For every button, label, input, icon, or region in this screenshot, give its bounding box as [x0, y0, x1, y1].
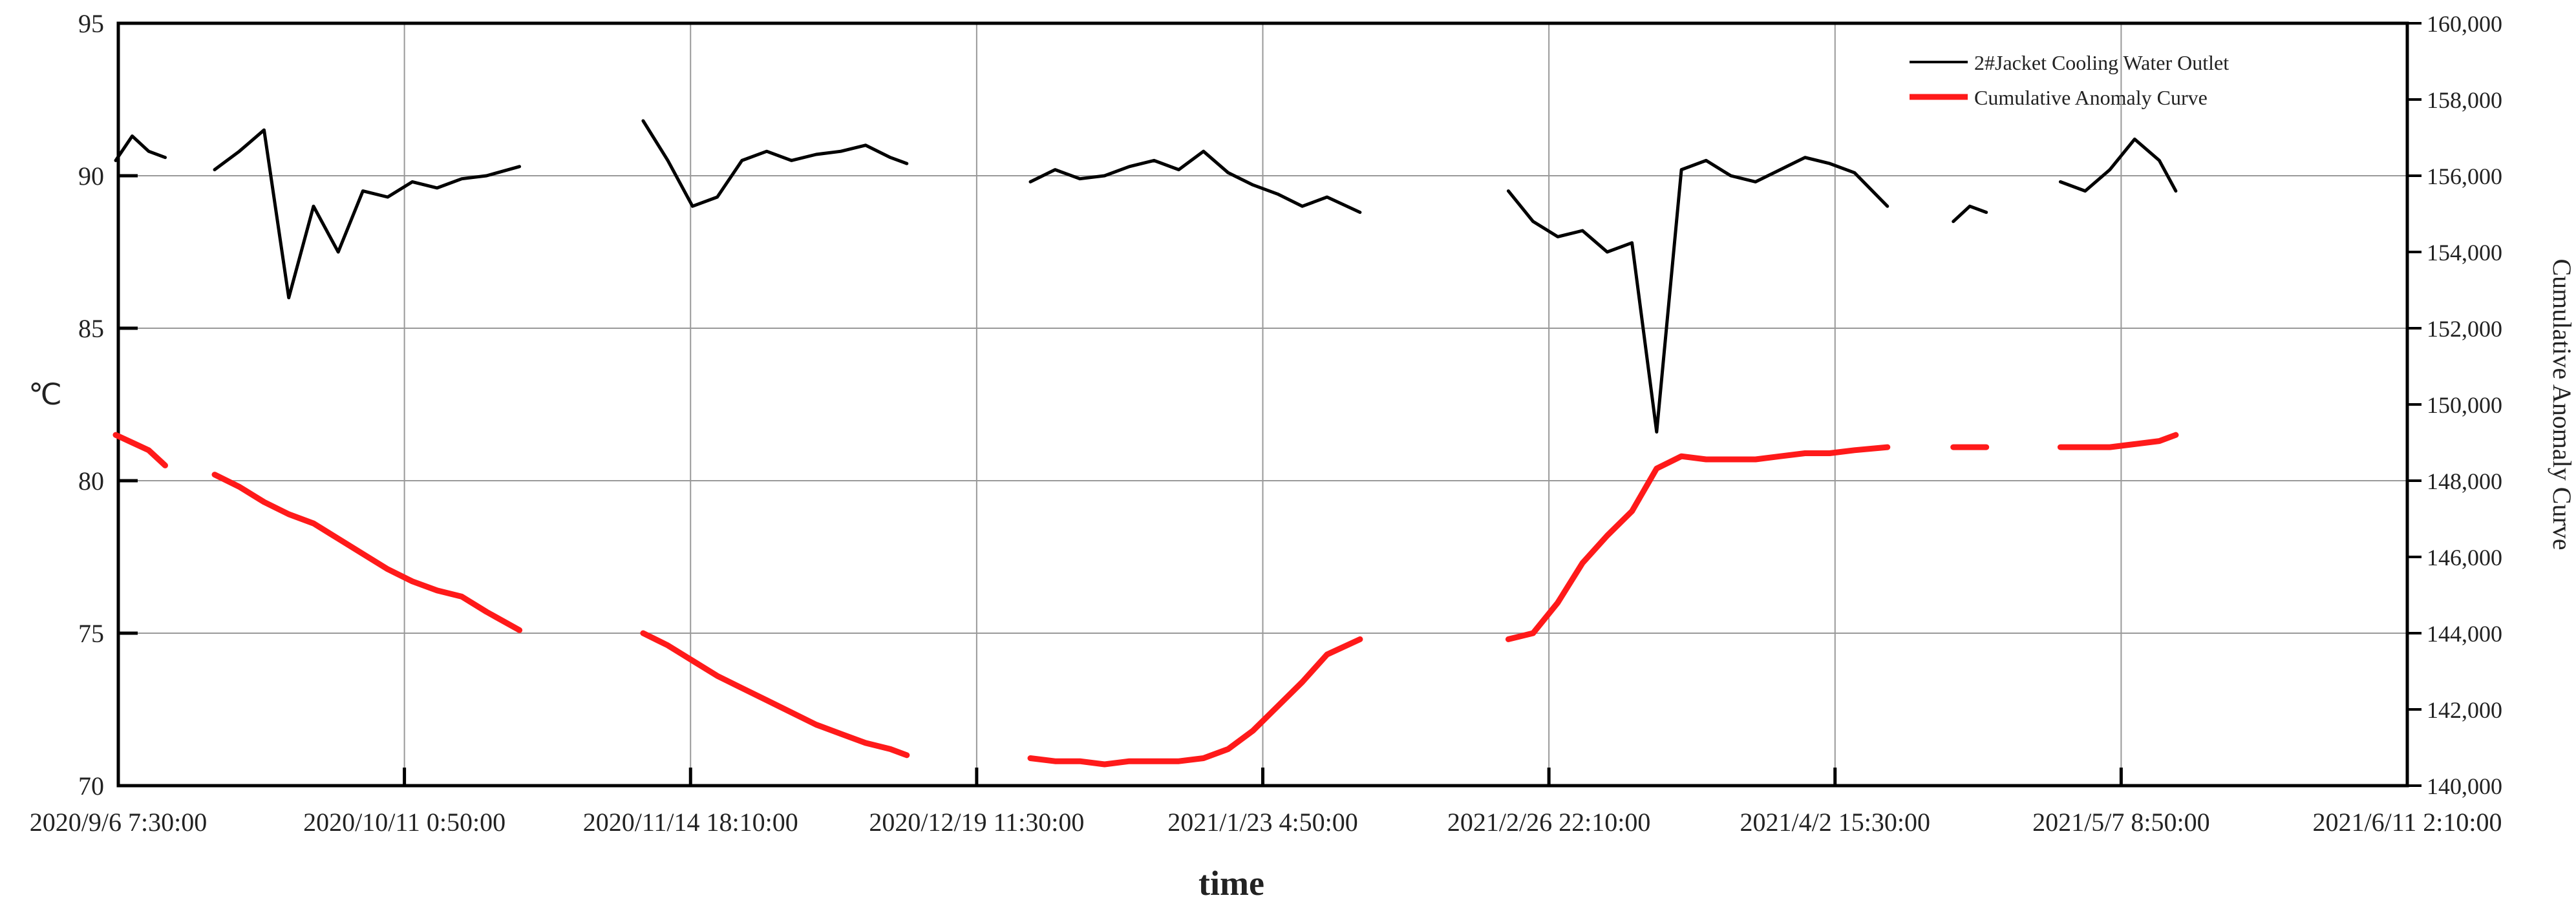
- y2-tick-label: 144,000: [2427, 621, 2502, 647]
- legend-label: Cumulative Anomaly Curve: [1974, 86, 2208, 109]
- y2-tick-label: 142,000: [2427, 697, 2502, 723]
- y2-tick-label: 160,000: [2427, 11, 2502, 37]
- x-tick-label: 2020/12/19 11:30:00: [869, 808, 1084, 837]
- y2-tick-label: 154,000: [2427, 240, 2502, 266]
- y2-tick-label: 140,000: [2427, 773, 2502, 799]
- y2-tick-label: 156,000: [2427, 163, 2502, 189]
- plot-frame: [116, 21, 2409, 788]
- x-tick-label: 2020/10/11 0:50:00: [303, 808, 506, 837]
- y-tick-label: 95: [78, 9, 104, 38]
- y-tick-label: 70: [78, 771, 104, 801]
- series-line: [112, 432, 2179, 768]
- series-line: [114, 119, 2178, 434]
- y-tick-label: 85: [78, 314, 104, 343]
- y2-tick-label: 152,000: [2427, 316, 2502, 342]
- x-tick-label: 2021/6/11 2:10:00: [2313, 808, 2502, 837]
- y-tick-label: 75: [78, 619, 104, 648]
- y-axis-title: ℃: [28, 378, 62, 411]
- x-tick-label: 2021/4/2 15:30:00: [1740, 808, 1930, 837]
- x-tick-label: 2020/9/6 7:30:00: [30, 808, 207, 837]
- x-axis-title: time: [1198, 864, 1264, 903]
- y2-tick-label: 146,000: [2427, 545, 2502, 571]
- x-tick-label: 2020/11/14 18:10:00: [583, 808, 798, 837]
- y2-axis-title: Cumulative Anomaly Curve: [2548, 258, 2576, 550]
- legend-label: 2#Jacket Cooling Water Outlet: [1974, 51, 2229, 74]
- y2-tick-label: 158,000: [2427, 87, 2502, 113]
- y2-tick-label: 148,000: [2427, 468, 2502, 494]
- y2-tick-label: 150,000: [2427, 392, 2502, 418]
- y-tick-label: 80: [78, 466, 104, 496]
- x-tick-label: 2021/1/23 4:50:00: [1167, 808, 1357, 837]
- x-tick-label: 2021/2/26 22:10:00: [1447, 808, 1650, 837]
- x-tick-label: 2021/5/7 8:50:00: [2032, 808, 2209, 837]
- y-tick-label: 90: [78, 162, 104, 191]
